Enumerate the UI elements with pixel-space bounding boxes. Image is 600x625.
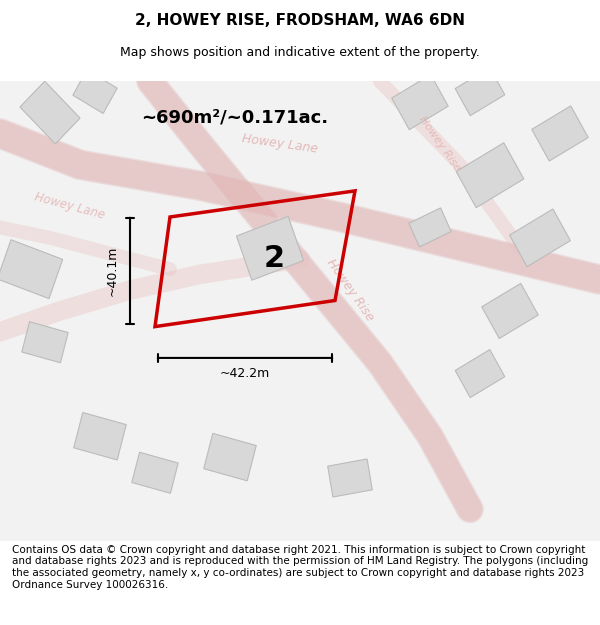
Text: 2, HOWEY RISE, FRODSHAM, WA6 6DN: 2, HOWEY RISE, FRODSHAM, WA6 6DN xyxy=(135,12,465,28)
Polygon shape xyxy=(509,209,571,267)
Polygon shape xyxy=(204,433,256,481)
Text: Howey Rise: Howey Rise xyxy=(324,256,376,324)
Polygon shape xyxy=(132,452,178,493)
Text: Map shows position and indicative extent of the property.: Map shows position and indicative extent… xyxy=(120,46,480,59)
Text: 2: 2 xyxy=(263,244,284,273)
Text: ~42.2m: ~42.2m xyxy=(220,367,270,380)
Polygon shape xyxy=(236,216,304,280)
Polygon shape xyxy=(73,70,117,114)
Polygon shape xyxy=(328,459,373,497)
Text: Howey Lane: Howey Lane xyxy=(34,191,107,222)
Polygon shape xyxy=(22,322,68,362)
Polygon shape xyxy=(409,208,451,247)
Polygon shape xyxy=(392,74,448,130)
Polygon shape xyxy=(456,142,524,208)
Text: ~690m²/~0.171ac.: ~690m²/~0.171ac. xyxy=(142,109,329,127)
Text: Howey Rise: Howey Rise xyxy=(418,114,463,173)
Polygon shape xyxy=(532,106,588,161)
Polygon shape xyxy=(482,283,538,339)
Text: Contains OS data © Crown copyright and database right 2021. This information is : Contains OS data © Crown copyright and d… xyxy=(12,545,588,589)
Polygon shape xyxy=(455,349,505,398)
Polygon shape xyxy=(0,240,62,299)
Polygon shape xyxy=(20,81,80,144)
Polygon shape xyxy=(74,412,126,460)
Text: Howey Lane: Howey Lane xyxy=(241,132,319,156)
Text: ~40.1m: ~40.1m xyxy=(106,246,119,296)
Polygon shape xyxy=(455,68,505,116)
